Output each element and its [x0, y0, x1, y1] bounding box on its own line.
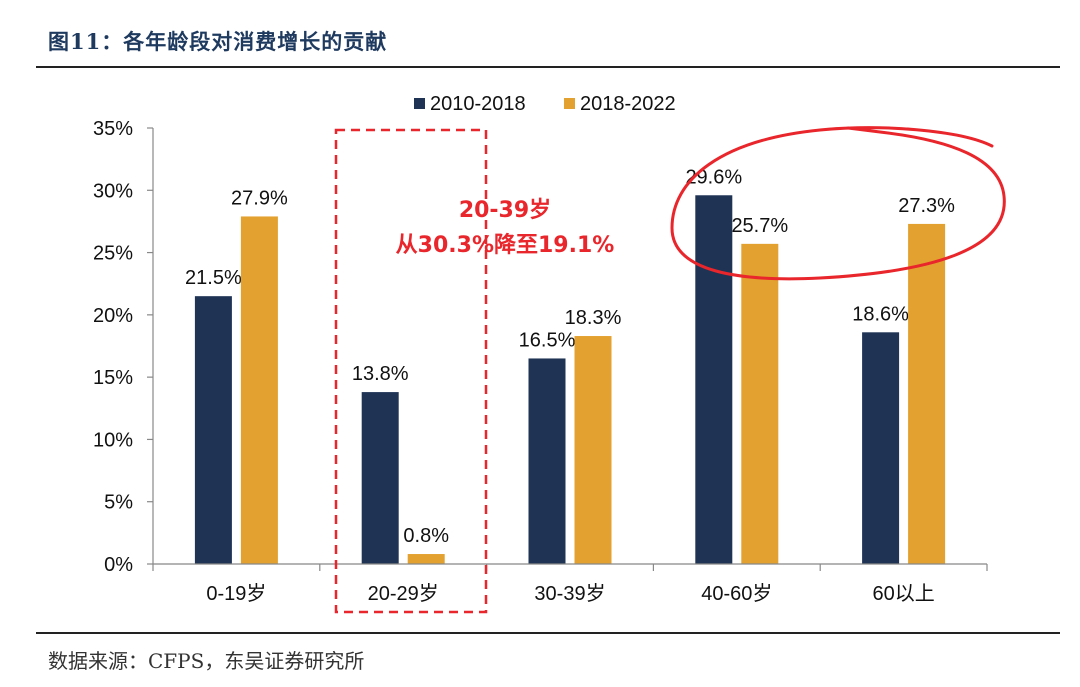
source-note: 数据来源：CFPS，东吴证券研究所 [48, 649, 365, 673]
data-label: 18.6% [852, 303, 909, 325]
data-label: 13.8% [352, 363, 409, 385]
annotation-line-1: 20-39岁 [459, 197, 551, 223]
data-label: 0.8% [403, 525, 449, 547]
bar [862, 332, 900, 564]
data-label: 18.3% [565, 307, 622, 329]
data-label: 27.3% [898, 195, 955, 217]
dashed-highlight-box [334, 128, 488, 614]
bar [574, 336, 612, 564]
data-label: 27.9% [231, 187, 288, 209]
bar [240, 216, 278, 564]
y-tick-label: 15% [93, 367, 133, 389]
bar [741, 243, 779, 564]
y-tick-label: 20% [93, 305, 133, 327]
x-tick-label: 30-39岁 [534, 582, 605, 605]
y-tick-label: 35% [93, 118, 133, 140]
annotation-line-2: 从30.3%降至19.1% [396, 233, 615, 258]
bar [695, 195, 733, 565]
x-tick-label: 20-29岁 [368, 582, 439, 605]
x-tick-label: 60以上 [872, 582, 934, 605]
data-label: 16.5% [519, 329, 576, 351]
legend-label: 2010-2018 [430, 93, 526, 115]
legend-swatch [414, 98, 425, 109]
y-tick-label: 25% [93, 243, 133, 265]
legend-label: 2018-2022 [580, 93, 676, 115]
x-tick-label: 0-19岁 [206, 582, 266, 605]
bar [407, 554, 445, 564]
circled-highlight-stroke [670, 126, 1006, 281]
bar [908, 223, 946, 565]
y-tick-label: 0% [104, 554, 133, 576]
y-tick-label: 10% [93, 429, 133, 451]
y-axis: 0% 5% 10% 15% 20% 25% 30% 35% [93, 118, 154, 576]
figure-title: 图11：各年龄段对消费增长的贡献 [48, 29, 388, 54]
data-label: 21.5% [185, 267, 242, 289]
bars-layer: 21.5%13.8%16.5%29.6%18.6%27.9%0.8%18.3%2… [185, 166, 955, 565]
bottom-rule [36, 632, 1060, 634]
legend-swatch [564, 98, 575, 109]
x-tick-label: 40-60岁 [701, 582, 772, 605]
bar [528, 358, 566, 564]
y-tick-label: 5% [104, 492, 133, 514]
bar [194, 296, 232, 564]
top-rule [36, 66, 1060, 68]
y-tick-label: 30% [93, 180, 133, 202]
bar [361, 392, 399, 564]
data-label: 25.7% [731, 215, 788, 237]
chart-legend: 2010-2018 2018-2022 [414, 93, 676, 115]
x-axis: 0-19岁 20-29岁 30-39岁 40-60岁 60以上 [152, 563, 988, 605]
